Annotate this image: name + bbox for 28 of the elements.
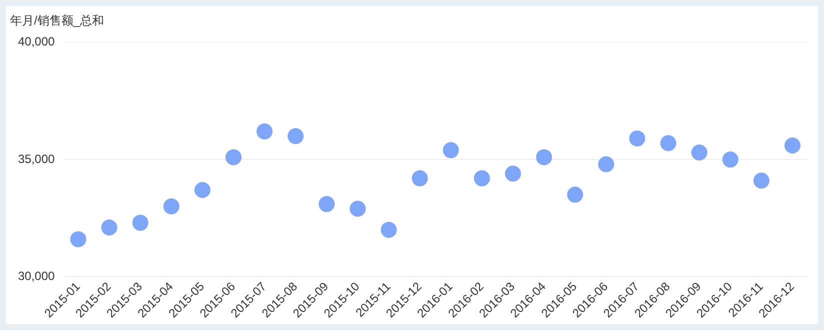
point [163,198,180,214]
point [629,130,646,146]
point [567,186,584,203]
point [380,222,397,238]
point [536,149,552,166]
y-tick-label: 35,000 [18,152,56,166]
point [722,152,738,168]
point [194,182,210,198]
point [504,166,521,182]
point [101,219,118,236]
point [660,135,676,152]
point [256,123,273,140]
point [412,170,428,186]
y-tick-label: 30,000 [18,268,56,283]
point [691,144,708,161]
chart-title: 年月/销售额_总和 [10,14,104,28]
point [288,128,304,144]
point [226,149,242,166]
point [132,214,148,231]
point [784,137,800,154]
point [318,196,335,212]
point [753,172,770,189]
point [598,156,614,172]
point [442,142,459,158]
y-tick-label: 40,000 [18,34,56,49]
point [350,200,366,217]
point [70,231,86,248]
point [474,170,490,186]
